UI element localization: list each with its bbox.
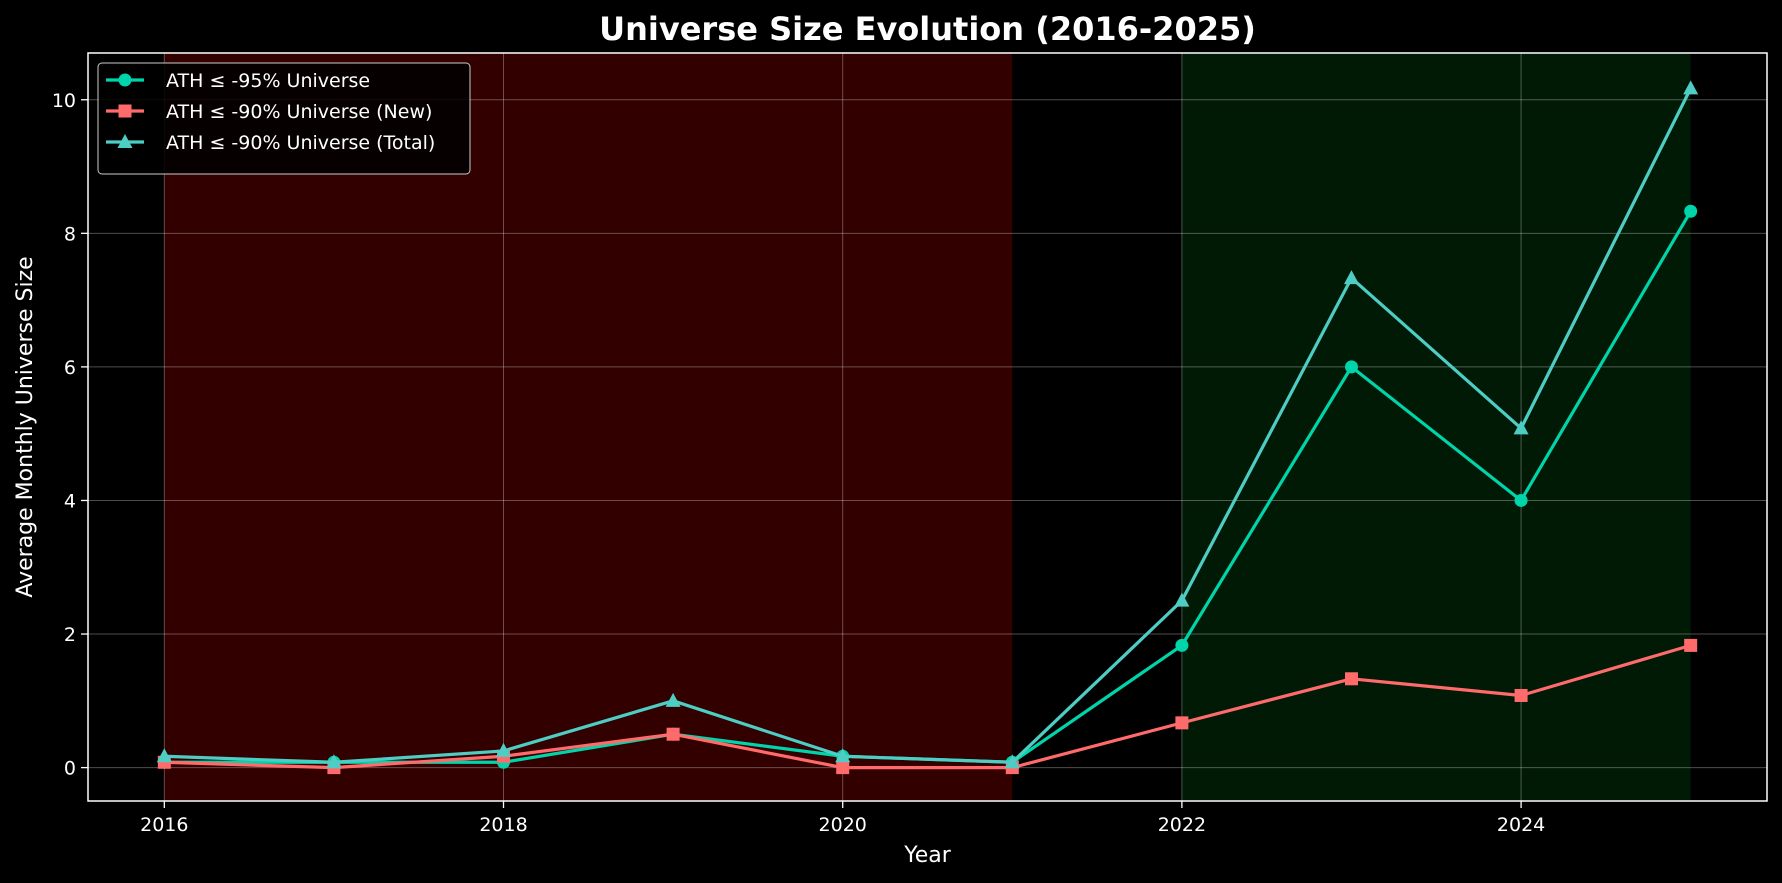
data-point [1514, 493, 1528, 507]
y-tick-label: 0 [64, 758, 76, 780]
data-point [1684, 638, 1698, 652]
x-tick-label: 2018 [479, 814, 527, 836]
data-point [1175, 638, 1189, 652]
y-tick-label: 8 [64, 223, 76, 245]
data-point [1344, 672, 1358, 686]
x-tick-label: 2020 [819, 814, 867, 836]
data-point [1174, 592, 1190, 607]
legend-label: ATH ≤ -90% Universe (Total) [166, 132, 435, 154]
legend-item-2: ATH ≤ -90% Universe (New) [106, 101, 432, 123]
x-tick-label: 2022 [1158, 814, 1206, 836]
y-tick-label: 6 [64, 357, 76, 379]
shaded-region-2 [1181, 53, 1691, 801]
data-point [835, 748, 851, 763]
x-axis-label: Year [903, 843, 952, 868]
series-line [164, 87, 1693, 764]
plot-frame [87, 52, 1768, 802]
legend-label: ATH ≤ -90% Universe (New) [166, 101, 432, 123]
legend-marker [118, 104, 132, 118]
x-tick-label: 2016 [140, 814, 188, 836]
chart-title: Universe Size Evolution (2016-2025) [599, 10, 1256, 48]
x-tick-label: 2024 [1497, 814, 1545, 836]
data-point [1513, 420, 1529, 435]
legend: ATH ≤ -95% Universe ATH ≤ -90% Universe (… [97, 62, 471, 175]
data-point [326, 754, 342, 769]
data-point [1004, 754, 1020, 769]
legend-box [97, 62, 471, 175]
data-point [1683, 80, 1699, 95]
data-point [1514, 688, 1528, 702]
data-point [836, 761, 850, 775]
data-point [666, 727, 680, 741]
legend-item-1: ATH ≤ -95% Universe [106, 70, 370, 92]
data-point [1684, 204, 1698, 218]
shaded-regions [164, 53, 1691, 801]
data-point [156, 748, 172, 763]
y-axis-label: Average Monthly Universe Size [13, 256, 38, 597]
legend-label: ATH ≤ -95% Universe [166, 70, 370, 92]
shaded-region-1 [164, 53, 1013, 801]
legend-marker [117, 134, 133, 148]
data-point [1343, 270, 1359, 285]
data-point [496, 742, 512, 757]
y-tick-label: 4 [64, 490, 76, 512]
data-point [665, 692, 681, 707]
series-line [164, 643, 1692, 770]
series-3 [156, 80, 1699, 769]
y-tick-label: 10 [52, 90, 76, 112]
data-point [1344, 360, 1358, 374]
y-axis-ticks: 0 2 4 6 8 10 [52, 90, 88, 780]
x-axis-ticks: 2016 2018 2020 2022 2024 [140, 801, 1545, 836]
legend-marker [118, 73, 132, 87]
series-lines [156, 80, 1699, 775]
legend-item-3: ATH ≤ -90% Universe (Total) [106, 132, 435, 154]
data-point [1175, 716, 1189, 730]
y-tick-label: 2 [64, 624, 76, 646]
